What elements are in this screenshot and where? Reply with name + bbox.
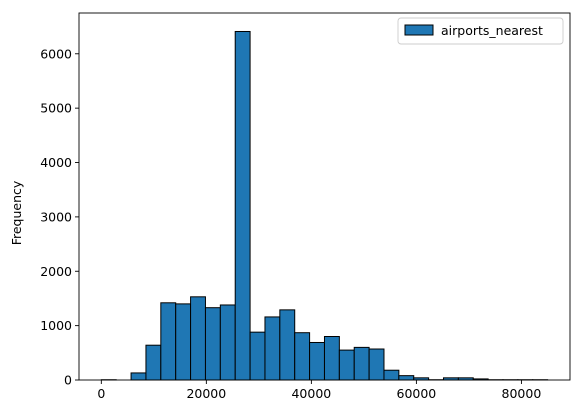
x-tick-label: 80000: [502, 386, 542, 401]
y-tick-label: 4000: [40, 155, 72, 170]
y-tick-label: 1000: [40, 318, 72, 333]
x-tick-label: 40000: [291, 386, 331, 401]
histogram-bar: [205, 308, 220, 380]
histogram-bar: [384, 370, 399, 380]
legend-swatch: [405, 25, 433, 35]
histogram-bar: [354, 347, 369, 380]
plot-frame: [79, 13, 570, 380]
histogram-bar: [324, 337, 339, 380]
bars-group: [101, 31, 547, 380]
histogram-bar: [235, 31, 250, 380]
y-tick-label: 0: [64, 373, 72, 388]
histogram-bar: [369, 349, 384, 380]
y-tick-label: 2000: [40, 264, 72, 279]
y-tick-label: 5000: [40, 101, 72, 116]
y-tick-label: 6000: [40, 46, 72, 61]
histogram-bar: [339, 350, 354, 380]
histogram-bar: [161, 303, 176, 380]
legend: airports_nearest: [398, 18, 563, 44]
histogram-bar: [191, 297, 206, 380]
y-tick-label: 3000: [40, 209, 72, 224]
histogram-bar: [310, 342, 325, 380]
histogram-bar: [399, 376, 414, 380]
x-tick-label: 60000: [397, 386, 437, 401]
histogram-bar: [295, 333, 310, 380]
histogram-bar: [265, 317, 280, 380]
x-tick-label: 0: [97, 386, 105, 401]
histogram-bar: [146, 345, 161, 380]
y-axis-label: Frequency: [9, 180, 24, 245]
histogram-bar: [220, 305, 235, 380]
histogram-bar: [131, 373, 146, 380]
legend-label: airports_nearest: [441, 23, 543, 38]
histogram-bar: [280, 310, 295, 380]
histogram-bar: [250, 332, 265, 380]
x-tick-label: 20000: [186, 386, 226, 401]
histogram-bar: [176, 304, 191, 380]
